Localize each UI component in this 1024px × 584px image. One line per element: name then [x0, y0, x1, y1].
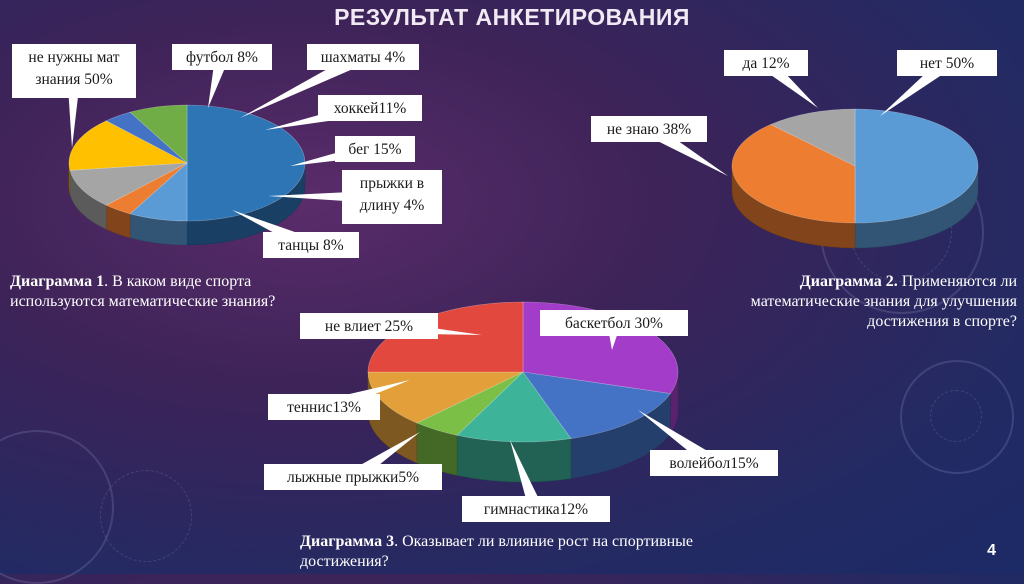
pie-slice-шахматы — [105, 162, 188, 215]
pie-label: футбол 8% — [186, 49, 258, 66]
caption-chart-2-label: Диаграмма 2. — [799, 273, 898, 290]
callout-box — [540, 310, 688, 336]
pie-callout: прыжки в длину 4% — [268, 170, 442, 224]
pie-slice-нет — [854, 108, 979, 224]
pie-chart-2: нет 50% не знаю 38% да 12% — [591, 50, 997, 249]
callout-box — [318, 95, 422, 121]
page-title: РЕЗУЛЬТАТ АНКЕТИРОВАНИЯ — [334, 4, 690, 30]
pie-callout: не знаю 38% — [591, 116, 728, 176]
background-ring — [100, 470, 192, 562]
caption-chart-3: Диаграмма 3. Оказывает ли влияние рост н… — [300, 532, 720, 572]
pie-label: шахматы 4% — [321, 49, 406, 66]
caption-chart-2-text: Применяются ли математические знания для… — [750, 273, 1017, 330]
pie-label: баскетбол 30% — [565, 315, 663, 332]
pie-slice-танцы — [129, 104, 188, 164]
pie-callout: теннис13% — [268, 380, 410, 420]
callout-box — [724, 50, 808, 76]
caption-chart-1: Диаграмма 1. В каком виде спорта использ… — [10, 272, 340, 312]
callout-box — [307, 44, 419, 70]
pie-label: лыжные прыжки5% — [287, 469, 419, 486]
pie-callout: волейбол15% — [638, 410, 778, 476]
caption-chart-2: Диаграмма 2. Применяются ли математическ… — [712, 272, 1017, 332]
pie-callout: баскетбол 30% — [540, 310, 688, 350]
pie-label: волейбол15% — [669, 455, 758, 472]
page-number: 4 — [987, 542, 996, 559]
pie-label: прыжки в — [360, 175, 424, 192]
pie-slice-волейбол — [522, 371, 671, 439]
callout-box — [462, 496, 610, 522]
pie-slice-лыжные-прыжки — [416, 371, 524, 436]
caption-chart-1-label: Диаграмма 1 — [10, 273, 105, 290]
pie-slice-хоккей — [69, 162, 188, 206]
pie-slice-не-знаю — [731, 124, 856, 224]
pie-slice-прыжки-в-длину — [105, 111, 188, 164]
pie-chart-1: не нужны мат знания 50% футбол 8% шахматы 4… — [12, 44, 442, 258]
pie-label: да 12% — [742, 55, 789, 72]
pie-callout: гимнастика12% — [462, 440, 610, 522]
pie-callout: футбол 8% — [172, 44, 272, 108]
pie-callout: шахматы 4% — [240, 44, 419, 118]
callout-box — [335, 136, 415, 162]
pie-callout: не нужны мат знания 50% — [12, 44, 136, 148]
pie-label: длину 4% — [360, 197, 425, 214]
caption-chart-3-text: . Оказывает ли влияние рост на спортивны… — [300, 533, 694, 570]
pie-callout: бег 15% — [290, 136, 415, 166]
pie-slice-side — [186, 162, 306, 246]
callout-box — [12, 44, 136, 98]
callout-box — [650, 450, 778, 476]
pie-slice-футбол — [129, 162, 188, 222]
pie-label: бег 15% — [348, 141, 401, 158]
callout-box — [342, 170, 442, 224]
pie-slice-бег — [68, 120, 189, 171]
callout-box — [172, 44, 272, 70]
caption-chart-3-label: Диаграмма 3 — [300, 533, 395, 550]
pie-label: гимнастика12% — [484, 501, 588, 518]
pie-slice-гимнастика — [456, 371, 572, 443]
pie-label: не нужны мат — [28, 49, 119, 66]
pie-label: нет 50% — [920, 55, 974, 72]
callout-box — [263, 232, 359, 258]
pie-label: не знаю 38% — [607, 121, 691, 138]
callout-box — [268, 394, 380, 420]
callout-box — [264, 464, 442, 490]
background-ring — [930, 390, 982, 442]
pie-callout: не влиет 25% — [300, 313, 482, 339]
pie-chart-3: баскетбол 30% волейбол15% гимнастика12% лыж… — [264, 301, 778, 522]
pie-label: танцы 8% — [278, 237, 343, 254]
caption-chart-1-text: . В каком виде спорта используются матем… — [10, 273, 276, 310]
background-ring — [900, 360, 1014, 474]
callout-box — [897, 50, 997, 76]
pie-callout: танцы 8% — [232, 210, 359, 258]
pie-slice-да — [770, 108, 856, 167]
pie-label: хоккей11% — [334, 100, 407, 117]
callout-box — [300, 313, 438, 339]
pie-slice-теннис — [367, 371, 524, 424]
pie-label: теннис13% — [287, 399, 361, 416]
pie-label: не влиет 25% — [325, 318, 413, 335]
pie-callout: хоккей11% — [265, 95, 422, 130]
pie-callout: нет 50% — [880, 50, 997, 116]
pie-label: знания 50% — [35, 71, 112, 88]
callout-pointer — [510, 440, 543, 512]
pie-callout: да 12% — [724, 50, 818, 108]
callout-box — [591, 116, 707, 142]
pie-slice-side — [456, 435, 572, 483]
pie-callout: лыжные прыжки5% — [264, 432, 442, 490]
